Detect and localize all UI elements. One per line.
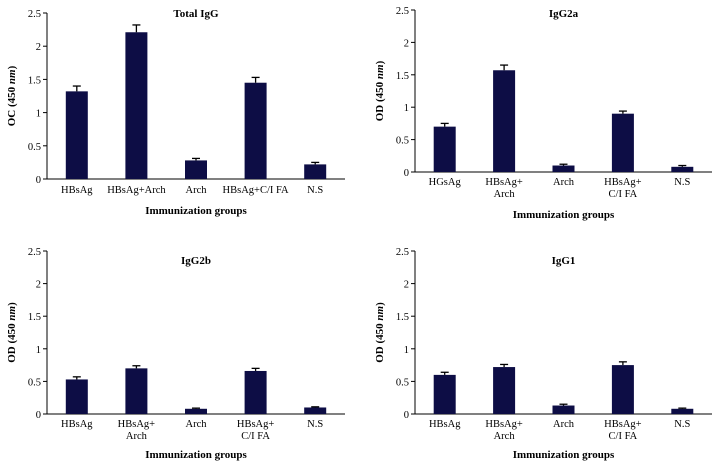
x-axis-label: Immunization groups: [513, 209, 615, 221]
chart-title: IgG2a: [549, 8, 579, 20]
y-label-suffix: ): [374, 302, 386, 306]
bar-4: [244, 370, 267, 414]
bar-5: [671, 408, 694, 414]
y-tick-label: 1.5: [28, 312, 41, 323]
y-tick-label: 1: [404, 103, 409, 114]
bar-3: [552, 405, 575, 414]
y-tick-label: 0.5: [396, 377, 409, 388]
y-tick-label: 0.5: [28, 142, 41, 153]
category-label: HBsAg+: [485, 419, 523, 430]
bar-4: [611, 113, 634, 172]
bar-5: [671, 166, 694, 172]
category-label: N.S: [674, 419, 690, 430]
category-label: HBsAg+Arch: [107, 185, 166, 196]
y-tick-label: 0: [404, 168, 409, 179]
category-label: Arch: [494, 189, 516, 200]
y-label-unit: nm: [374, 64, 386, 79]
bar-3: [185, 160, 207, 179]
bar-2: [125, 32, 148, 180]
y-tick-label: 1: [36, 109, 41, 120]
bar-2: [125, 368, 148, 414]
bar-5: [304, 164, 327, 179]
y-label-suffix: ): [374, 60, 386, 64]
y-label-unit: nm: [374, 305, 386, 320]
category-label: HBsAg+: [604, 177, 642, 188]
y-axis-label: OD (450 nm): [374, 302, 386, 363]
y-tick-label: 2.5: [28, 9, 41, 20]
y-axis-label: OC (450 nm): [6, 65, 18, 126]
category-label: Arch: [186, 185, 208, 196]
y-label-unit: nm: [6, 69, 18, 84]
bar-4: [611, 365, 634, 414]
y-tick-label: 1.5: [396, 312, 409, 323]
category-label: HBsAg+C/I FA: [223, 185, 290, 196]
y-axis-label: OD (450 nm): [374, 60, 386, 121]
chart-title: IgG1: [552, 255, 576, 267]
y-tick-label: 1: [404, 345, 409, 356]
category-label: HBsAg+: [118, 419, 156, 430]
category-label: Arch: [126, 431, 148, 442]
category-label: HBsAg: [61, 185, 93, 196]
y-label-prefix: OD (450: [6, 321, 18, 363]
y-label-prefix: OC (450: [6, 84, 18, 126]
category-label: HBsAg+: [604, 419, 642, 430]
y-tick-label: 2: [36, 280, 41, 291]
bar-4: [244, 82, 267, 179]
bar-1: [65, 91, 88, 179]
category-label: HBsAg+: [237, 419, 275, 430]
chart-title: IgG2b: [181, 255, 211, 267]
y-tick-label: 2.5: [28, 247, 41, 258]
category-label: N.S: [307, 419, 323, 430]
category-label: C/I FA: [241, 431, 270, 442]
bar-1: [433, 374, 456, 414]
bar-2: [493, 70, 516, 172]
x-axis-label: Immunization groups: [145, 205, 247, 217]
bar-2: [493, 367, 516, 414]
y-tick-label: 1: [36, 345, 41, 356]
y-tick-label: 2: [404, 38, 409, 49]
y-tick-label: 0: [36, 410, 41, 421]
category-label: Arch: [553, 419, 575, 430]
y-axis-label: OD (450 nm): [6, 302, 18, 363]
category-label: HGsAg: [429, 177, 462, 188]
bar-3: [185, 408, 207, 414]
y-tick-label: 2.5: [396, 247, 409, 258]
category-label: N.S: [307, 185, 323, 196]
y-label-prefix: OD (450: [374, 321, 386, 363]
x-axis-label: Immunization groups: [145, 449, 247, 461]
category-label: HBsAg+: [485, 177, 523, 188]
category-label: HBsAg: [61, 419, 93, 430]
bar-1: [433, 126, 456, 172]
chart-title: Total IgG: [173, 8, 219, 20]
y-label-suffix: ): [6, 302, 18, 306]
y-tick-label: 2.5: [396, 6, 409, 17]
y-tick-label: 2: [404, 280, 409, 291]
y-tick-label: 1.5: [28, 75, 41, 86]
chart-1: 0 0.5 1 1.5 2 2.5 Total IgG HBsAg HBsAg+Arch Arch…: [6, 8, 345, 217]
category-label: Arch: [186, 419, 208, 430]
y-label-prefix: OD (450: [374, 79, 386, 121]
y-tick-label: 0: [36, 175, 41, 186]
category-label: HBsAg: [429, 419, 461, 430]
bar-5: [304, 407, 327, 414]
y-tick-label: 1.5: [396, 71, 409, 82]
bar-3: [552, 165, 575, 172]
y-label-unit: nm: [6, 305, 18, 320]
y-tick-label: 2: [36, 42, 41, 53]
category-label: Arch: [494, 431, 516, 442]
y-tick-label: 0: [404, 410, 409, 421]
category-label: N.S: [674, 177, 690, 188]
x-axis-label: Immunization groups: [513, 449, 615, 461]
y-tick-label: 0.5: [28, 377, 41, 388]
category-label: Arch: [553, 177, 575, 188]
category-label: C/I FA: [609, 431, 638, 442]
bar-1: [65, 379, 88, 414]
y-label-suffix: ): [6, 65, 18, 69]
category-label: C/I FA: [609, 189, 638, 200]
y-tick-label: 0.5: [396, 136, 409, 147]
